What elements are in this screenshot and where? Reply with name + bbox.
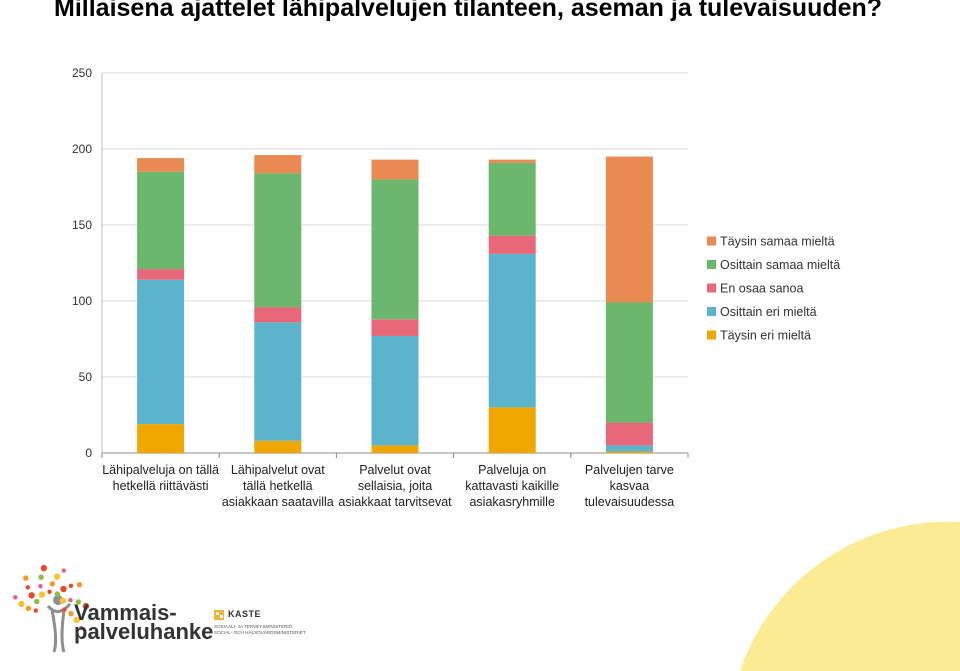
y-tick-label: 200 xyxy=(72,142,92,156)
bar-segment xyxy=(488,162,536,236)
vammaispalveluhanke-logo-text-line1: Vammais- xyxy=(74,600,177,625)
legend-swatch xyxy=(707,330,716,340)
kaste-logo-text: KASTE xyxy=(228,609,262,619)
bar-segment xyxy=(605,445,653,452)
bar-segment xyxy=(605,422,653,446)
bar-segment xyxy=(137,158,185,172)
logo-dot xyxy=(60,585,67,593)
logo-dot xyxy=(13,595,18,600)
chart-legend: Täysin samaa mieltä Osittain samaa mieltä… xyxy=(707,235,840,343)
y-tick-label: 50 xyxy=(79,370,93,384)
logo-dot xyxy=(28,592,35,599)
legend-label: Osittain eri mieltä xyxy=(720,305,817,319)
legend-label: Osittain samaa mieltä xyxy=(720,258,840,272)
bar-segment xyxy=(605,451,653,453)
y-tick-label: 100 xyxy=(72,294,92,308)
y-tick-label: 0 xyxy=(85,446,92,460)
x-category-label: sellaisia, joita xyxy=(358,479,432,493)
page-title: Millaisena ajattelet lähipalvelujen tila… xyxy=(54,0,883,22)
logo-dot xyxy=(75,599,81,605)
logo-dot xyxy=(33,608,38,613)
logo-dot xyxy=(34,598,40,605)
bar-segment xyxy=(254,155,302,174)
legend-swatch xyxy=(707,260,716,269)
logo-dot xyxy=(68,583,74,589)
vammaispalveluhanke-logo xyxy=(13,564,90,653)
bar-segment xyxy=(605,302,653,423)
bar-segment xyxy=(137,171,185,270)
bar-segment xyxy=(488,235,536,254)
decorative-corner-arc xyxy=(740,521,960,671)
kaste-logo-mark xyxy=(214,610,224,620)
bar-segment xyxy=(371,319,419,336)
legend-label: Täysin eri mieltä xyxy=(720,329,811,343)
logo-dot xyxy=(62,607,67,612)
legend-swatch xyxy=(707,283,716,293)
x-category-label: kattavasti kaikille xyxy=(465,479,559,493)
x-category-label: Palvelujen tarve xyxy=(585,463,674,477)
x-category-label: tulevaisuudessa xyxy=(585,495,675,509)
bar-segment xyxy=(254,173,302,308)
x-category-label: asiakkaat tarvitsevat xyxy=(338,495,452,509)
logo-dot xyxy=(38,574,44,580)
chart-axes: 0 50 100 150 200 250 xyxy=(72,66,689,460)
chart-category-labels: Lähipalveluja on tällä hetkellä riittäväs… xyxy=(102,463,674,509)
bar-segment xyxy=(371,159,419,180)
logo-dot xyxy=(79,625,84,631)
bar-segment xyxy=(137,424,185,453)
x-category-label: asiakasryhmille xyxy=(469,495,554,509)
logo-dot xyxy=(61,568,66,573)
y-tick-label: 150 xyxy=(72,218,92,232)
logo-dot xyxy=(38,583,43,589)
bar-segment xyxy=(371,179,419,320)
vammaispalveluhanke-logo-text-line2: palveluhanke xyxy=(74,619,214,644)
x-category-label: tällä hetkellä xyxy=(243,479,313,493)
logo-dot xyxy=(54,591,61,597)
logo-dot xyxy=(25,585,31,590)
logo-dot xyxy=(25,605,32,612)
x-category-label: hetkellä riittävästi xyxy=(113,479,209,493)
x-category-label: asiakkaan saatavilla xyxy=(222,495,334,509)
logo-dot xyxy=(53,573,61,580)
logo-dot xyxy=(59,597,67,604)
legend-swatch xyxy=(707,236,716,246)
kaste-ministry-sv: SOCIAL- OCH HÄLSOVÅRDSMINISTERIET xyxy=(214,630,306,635)
x-category-label: Lähipalveluja on tällä xyxy=(102,463,219,477)
legend-label: Täysin samaa mieltä xyxy=(720,235,835,249)
y-tick-label: 250 xyxy=(72,66,92,80)
bar-segment xyxy=(254,322,302,441)
legend-swatch xyxy=(707,307,716,316)
bar-segment xyxy=(488,253,536,408)
logo-dot xyxy=(68,597,73,603)
logo-dot xyxy=(76,582,83,588)
logo-dot xyxy=(73,616,80,624)
legend-label: En osaa sanoa xyxy=(720,282,803,296)
bar-segment xyxy=(137,269,185,280)
bar-segment xyxy=(371,445,419,453)
x-category-label: Palveluja on xyxy=(478,463,546,477)
logo-dot xyxy=(18,600,25,608)
chart-bars xyxy=(137,155,653,453)
logo-dot xyxy=(40,564,48,572)
bar-segment xyxy=(137,279,185,425)
x-category-label: Lähipalvelut ovat xyxy=(231,463,325,477)
logo-dot xyxy=(82,602,90,610)
logo-dot xyxy=(38,591,46,598)
logo-dot xyxy=(68,610,74,617)
bar-segment xyxy=(254,307,302,323)
logo-dot xyxy=(23,575,29,581)
x-category-label: Palvelut ovat xyxy=(359,463,431,477)
bar-segment xyxy=(605,156,653,303)
bar-segment xyxy=(488,159,536,163)
bar-segment xyxy=(488,407,536,453)
bar-segment xyxy=(371,335,419,446)
kaste-ministry-fi: SOSIAALI- JA TERVEYSMINISTERIÖ xyxy=(214,624,293,629)
bar-segment xyxy=(254,440,302,453)
x-category-label: kasvaa xyxy=(610,479,650,493)
logo-dot xyxy=(47,589,52,595)
logo-dot xyxy=(49,581,56,587)
